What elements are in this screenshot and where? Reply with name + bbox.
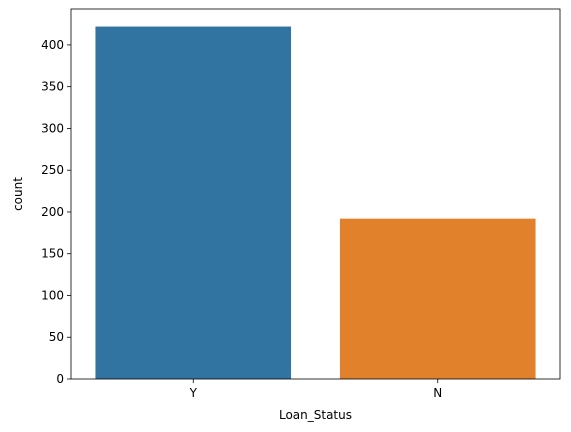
x-tick-label: Y	[189, 386, 198, 400]
y-tick-label: 0	[56, 372, 64, 386]
x-axis-label: Loan_Status	[279, 408, 352, 422]
y-axis-label: count	[11, 177, 25, 211]
bars-group	[95, 26, 536, 380]
bar-n	[339, 218, 536, 379]
bar-y	[95, 26, 292, 380]
y-tick-label: 350	[41, 80, 64, 94]
y-tick-label: 400	[41, 38, 64, 52]
plot-frame	[70, 8, 561, 380]
y-tick-label: 100	[41, 288, 64, 302]
y-tick-label: 300	[41, 121, 64, 135]
y-tick-label: 50	[49, 330, 64, 344]
y-tick-label: 250	[41, 163, 64, 177]
y-tick-label: 200	[41, 205, 64, 219]
y-axis-ticks: 0 50 100 150 200 250 300 350 400	[41, 38, 71, 386]
x-tick-label: N	[433, 386, 442, 400]
y-tick-label: 150	[41, 247, 64, 261]
